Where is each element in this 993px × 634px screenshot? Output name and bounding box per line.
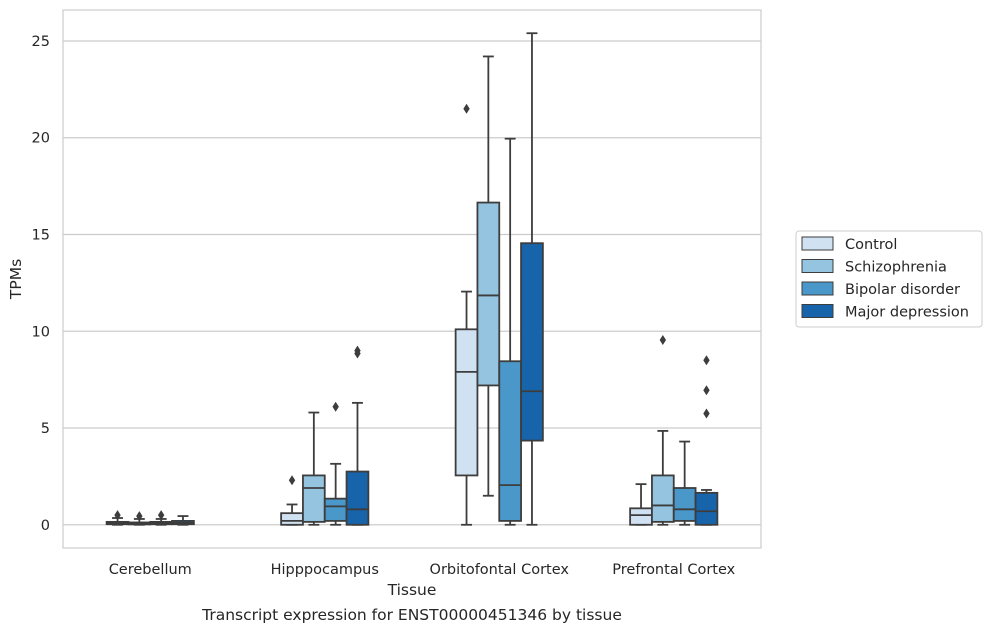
plot-frame <box>62 9 762 549</box>
outlier-point <box>288 475 296 486</box>
x-tick-label: Hipppocampus <box>271 562 379 578</box>
box-control <box>629 483 653 526</box>
outlier-point <box>157 510 165 521</box>
box-body <box>454 328 479 477</box>
box-body <box>345 470 370 526</box>
outlier-point <box>703 355 710 366</box>
legend: Control Schizophrenia Bipolar disorder Majo… <box>795 230 983 328</box>
chart-caption: Transcript expression for ENST0000045134… <box>202 606 622 624</box>
outlier-point <box>114 510 121 521</box>
legend-label: Major depression <box>845 305 969 321</box>
legend-label: Schizophrenia <box>845 260 947 276</box>
box-body <box>323 497 348 522</box>
outlier-point <box>703 408 710 419</box>
outlier-point <box>332 401 339 412</box>
outlier-point <box>703 385 710 396</box>
box-control <box>105 510 130 526</box>
legend-frame <box>795 230 983 328</box>
y-tick-labels: 0 5 10 15 20 25 <box>32 34 50 534</box>
legend-swatch <box>801 236 834 251</box>
y-tick-label: 20 <box>32 131 50 147</box>
y-tick-label: 0 <box>41 518 50 534</box>
y-tick-label: 5 <box>41 421 50 437</box>
legend-swatch <box>801 259 834 273</box>
box-schizophrenia <box>127 511 152 526</box>
box-bipolar-disorder <box>498 137 522 526</box>
box-body <box>302 474 326 523</box>
outlier-point <box>463 103 470 114</box>
box-control <box>454 103 479 526</box>
box-body <box>629 507 653 526</box>
plot-background <box>63 10 761 548</box>
box-major-depression <box>694 355 719 526</box>
box-schizophrenia <box>302 411 326 526</box>
outlier-point <box>354 345 361 356</box>
box-body <box>651 474 675 523</box>
box-major-depression <box>345 345 370 526</box>
box-body <box>520 242 544 442</box>
box-major-depression <box>520 32 544 526</box>
box-schizophrenia <box>476 55 501 497</box>
y-tick-label: 25 <box>32 34 50 50</box>
box-body <box>280 512 304 526</box>
box-body <box>694 491 719 526</box>
x-tick-label: Cerebellum <box>109 562 192 578</box>
y-tick-label: 15 <box>32 227 50 243</box>
x-tick-label: Prefrontal Cortex <box>612 562 735 578</box>
box-body <box>672 487 697 522</box>
legend-swatch <box>801 281 834 296</box>
box-plot-marks <box>105 32 719 526</box>
box-body <box>498 360 522 522</box>
box-major-depression <box>171 515 195 526</box>
x-tick-labels: Cerebellum Hipppocampus Orbitofontal Corte… <box>109 562 736 578</box>
y-axis-title: TPMs <box>7 259 25 300</box>
x-axis-title: Tissue <box>387 581 437 599</box>
outlier-point <box>659 334 667 345</box>
y-tick-label: 10 <box>32 324 50 340</box>
x-tick-label: Orbitofontal Cortex <box>430 562 570 578</box>
legend-label: Control <box>845 237 897 253</box>
box-body <box>476 201 501 387</box>
legend-label: Bipolar disorder <box>845 282 960 298</box>
legend-swatch <box>801 304 834 318</box>
outlier-point <box>136 511 143 522</box>
